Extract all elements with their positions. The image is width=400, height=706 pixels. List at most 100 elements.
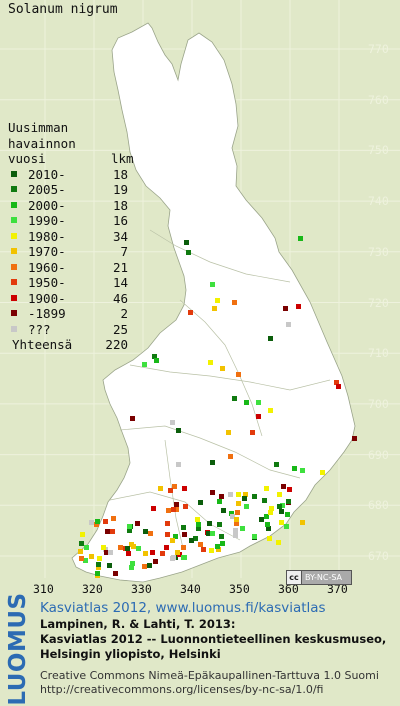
occurrence-square (234, 521, 239, 526)
occurrence-square (352, 436, 357, 441)
occurrence-square (244, 400, 249, 405)
license-line[interactable]: http://creativecommons.org/licenses/by-n… (40, 683, 324, 696)
legend-item: ??? 25 (8, 322, 128, 338)
occurrence-square (230, 514, 235, 519)
legend-item-count: 18 (112, 166, 128, 182)
occurrence-square (188, 310, 193, 315)
footer: Kasviatlas 2012, www.luomus.fi/kasviatla… (40, 599, 386, 697)
occurrence-square (164, 545, 169, 550)
occurrence-square (182, 532, 187, 537)
map-canvas (0, 0, 400, 583)
legend-item-count: 25 (112, 321, 128, 337)
y-tick-label: 720 (368, 295, 389, 310)
occurrence-square (226, 430, 231, 435)
occurrence-square (274, 462, 279, 467)
species-title: Solanum nigrum (8, 2, 118, 17)
occurrence-square (210, 282, 215, 287)
occurrence-square (143, 551, 148, 556)
occurrence-square (131, 544, 136, 549)
occurrence-square (216, 547, 221, 552)
occurrence-square (276, 540, 281, 545)
legend-swatch (11, 248, 17, 254)
cc-icon: cc (287, 571, 302, 584)
finland-landmass (71, 22, 356, 583)
occurrence-square (286, 499, 291, 504)
occurrence-square (220, 366, 225, 371)
occurrence-square (268, 408, 273, 413)
occurrence-square (154, 358, 159, 363)
x-tick-label: 320 (82, 582, 103, 596)
occurrence-square (208, 360, 213, 365)
occurrence-square (234, 517, 239, 522)
occurrence-square (281, 484, 286, 489)
occurrence-square (242, 496, 247, 501)
y-tick-label: 770 (368, 42, 389, 56)
occurrence-square (210, 531, 215, 536)
occurrence-square (336, 384, 341, 389)
occurrence-square (284, 524, 289, 529)
occurrence-square (148, 531, 153, 536)
occurrence-square (176, 462, 181, 467)
occurrence-square (264, 486, 269, 491)
legend-item-label: 1900- (28, 290, 66, 306)
occurrence-square (110, 529, 115, 534)
occurrence-square (166, 508, 171, 513)
occurrence-square (165, 521, 170, 526)
cc-license-badge[interactable]: cc BY-NC-SA (286, 570, 352, 585)
legend-item-label: 2010- (28, 166, 66, 182)
citation-line: Helsingin yliopisto, Helsinki (40, 647, 221, 661)
legend-swatch (11, 310, 17, 316)
occurrence-square (320, 470, 325, 475)
occurrence-square (334, 380, 339, 385)
occurrence-square (181, 545, 186, 550)
atlas-link[interactable]: Kasviatlas 2012, www.luomus.fi/kasviatla… (40, 600, 326, 616)
legend-swatch (11, 201, 17, 208)
occurrence-square (219, 494, 224, 499)
occurrence-square (193, 536, 198, 541)
occurrence-square (89, 520, 94, 525)
x-tick-label: 330 (131, 582, 152, 596)
occurrence-square (170, 420, 175, 425)
occurrence-square (89, 554, 94, 559)
license-text: Creative Commons Nimeä-Epäkaupallinen-Ta… (40, 669, 386, 697)
occurrence-square (233, 528, 238, 533)
occurrence-square (79, 556, 84, 561)
occurrence-square (252, 494, 257, 499)
occurrence-square (80, 532, 85, 537)
occurrence-square (287, 487, 292, 492)
legend-total: Yhteensä 220 (8, 337, 128, 353)
occurrence-square (215, 544, 220, 549)
citation-line: Lampinen, R. & Lahti, T. 2013: (40, 617, 236, 631)
occurrence-square (219, 534, 224, 539)
y-tick-label: 690 (368, 447, 389, 462)
occurrence-square (94, 522, 99, 527)
occurrence-square (217, 522, 222, 527)
legend-item-label: -1899 (28, 306, 66, 321)
occurrence-square (184, 240, 189, 245)
legend-swatch (11, 170, 17, 177)
legend-item: 1960- 21 (8, 260, 128, 276)
legend-count-header: lkm (111, 151, 134, 166)
occurrence-square (262, 498, 267, 503)
occurrence-square (269, 506, 274, 511)
x-tick-label: 360 (278, 582, 299, 596)
occurrence-square (97, 556, 102, 561)
distribution-map: Solanum nigrum Uusimman havainnon vuosi … (0, 0, 400, 596)
occurrence-square (300, 520, 305, 525)
occurrence-square (196, 526, 201, 531)
occurrence-square (127, 524, 132, 529)
legend-swatch (11, 279, 17, 285)
cc-badge-text: BY-NC-SA (305, 573, 343, 582)
luomus-logo-text: LUOMUS (5, 592, 31, 706)
occurrence-square (256, 400, 261, 405)
occurrence-square (176, 428, 181, 433)
occurrence-square (196, 522, 201, 527)
occurrence-square (78, 549, 83, 554)
y-tick-label: 680 (368, 498, 389, 513)
legend-item-count: 16 (112, 213, 128, 228)
occurrence-square (195, 517, 200, 522)
occurrence-square (175, 550, 180, 555)
occurrence-square (101, 545, 106, 550)
occurrence-square (250, 430, 255, 435)
occurrence-square (292, 466, 297, 471)
